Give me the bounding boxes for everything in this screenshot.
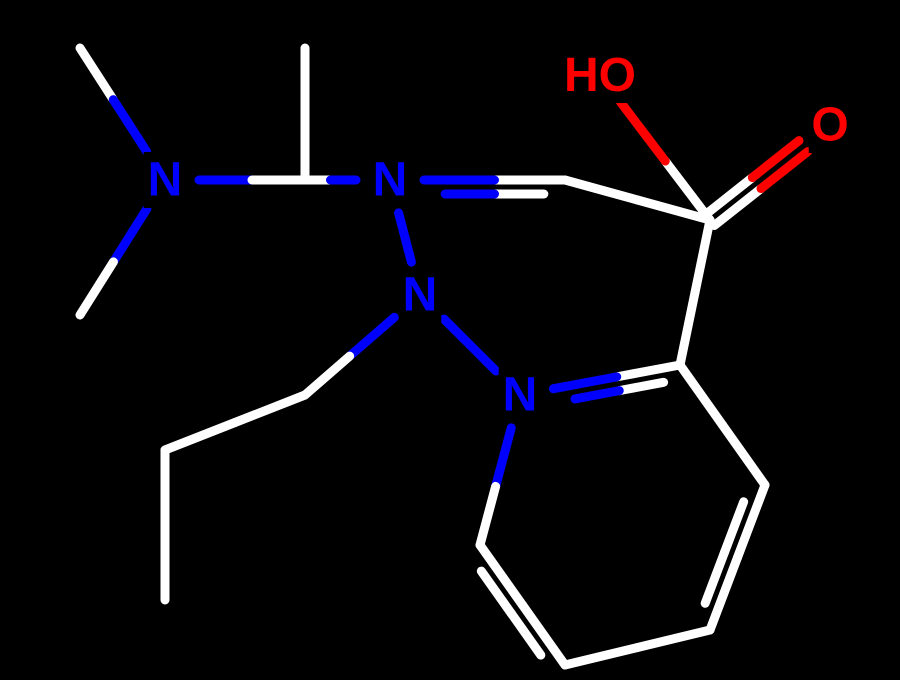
atom-N-label: N (373, 154, 408, 207)
atom-N-label: N (503, 369, 538, 422)
atom-O-label: HO (564, 49, 636, 102)
atom-O-label: O (811, 99, 848, 152)
atom-N-label: N (148, 154, 183, 207)
atom-N-label: N (403, 269, 438, 322)
molecule-diagram: N N N N O HO (0, 0, 900, 680)
